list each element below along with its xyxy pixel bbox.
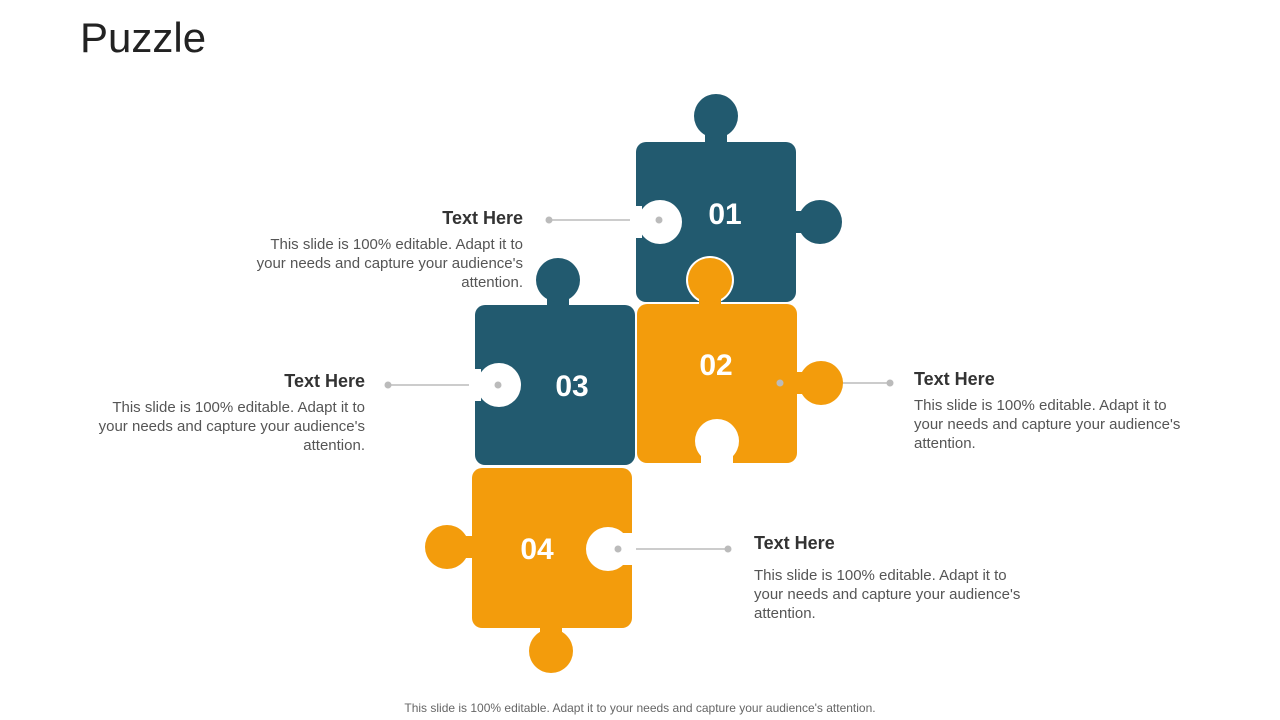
footer-note: This slide is 100% editable. Adapt it to… [404, 701, 876, 715]
text-block-body: This slide is 100% editable. Adapt it to… [256, 236, 523, 291]
piece-label-03: 03 [555, 370, 588, 403]
text-block-03: Text Here This slide is 100% editable. A… [85, 371, 365, 455]
text-block-02: Text Here This slide is 100% editable. A… [914, 369, 1194, 453]
puzzle-piece-02: 02 [637, 256, 843, 467]
text-block-body: This slide is 100% editable. Adapt it to… [98, 399, 365, 454]
piece-label-02: 02 [699, 349, 732, 382]
piece-label-01: 01 [708, 198, 741, 231]
puzzle-piece-03: 03 [469, 258, 635, 465]
piece-label-04: 04 [520, 533, 554, 566]
connector-dots [384, 216, 894, 553]
text-block-body: This slide is 100% editable. Adapt it to… [754, 567, 1021, 622]
text-block-heading: Text Here [754, 533, 835, 553]
text-block-heading: Text Here [442, 208, 523, 228]
page-title: Puzzle [80, 14, 207, 61]
text-block-heading: Text Here [284, 371, 365, 391]
text-block-04: Text Here This slide is 100% editable. A… [754, 533, 1034, 623]
text-block-01: Text Here This slide is 100% editable. A… [243, 208, 523, 292]
text-block-heading: Text Here [914, 369, 995, 389]
puzzle-piece-04: 04 [425, 468, 636, 673]
text-block-body: This slide is 100% editable. Adapt it to… [914, 397, 1181, 452]
puzzle-piece-01: 01 [630, 94, 842, 302]
